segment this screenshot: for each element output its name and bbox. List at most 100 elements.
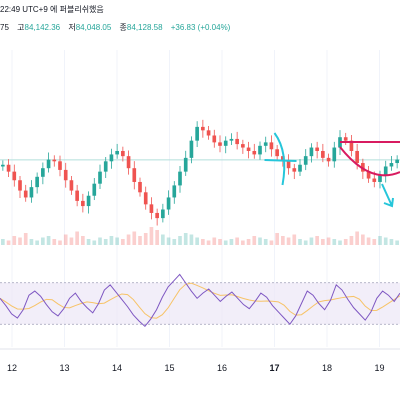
candle: [178, 165, 182, 193]
volume-bar: [115, 237, 119, 245]
volume-bar: [189, 234, 194, 245]
volume-bar: [298, 239, 302, 245]
volume-bar: [372, 239, 377, 245]
volume-bar: [355, 231, 359, 245]
publish-time-label: 22:49 UTC+9 에 퍼블리쉬했음: [0, 5, 104, 14]
candle: [252, 143, 257, 159]
candle: [298, 159, 302, 176]
volume-bar: [121, 239, 125, 245]
low-value: 84,048.05: [75, 23, 112, 32]
candle: [12, 164, 17, 187]
volume-bar: [286, 237, 291, 245]
volume-bar: [206, 240, 211, 245]
candle: [98, 164, 102, 190]
candle: [366, 165, 371, 183]
volume-bar: [383, 237, 388, 245]
volume-bar: [338, 240, 342, 245]
time-axis: 12 13 14 15 16 17 18 19: [7, 363, 385, 373]
drawing-teal-arrow[interactable]: [381, 183, 394, 208]
volume-bar: [1, 239, 5, 245]
candle: [332, 141, 337, 168]
candle: [195, 121, 199, 148]
candle: [383, 160, 388, 183]
candle: [189, 136, 194, 164]
candle: [29, 180, 34, 203]
candle: [69, 175, 74, 195]
drawing-red-curve[interactable]: [339, 146, 400, 177]
candle: [223, 136, 228, 154]
volume-bar: [229, 239, 234, 245]
volume-bar: [195, 237, 199, 245]
volume-bar: [23, 233, 28, 245]
candle: [315, 141, 319, 159]
candle: [309, 143, 314, 163]
volume-bar: [343, 239, 348, 245]
candle: [229, 133, 234, 145]
volume-bar: [143, 233, 148, 245]
volume-bar: [155, 230, 159, 245]
volume-bar: [275, 233, 279, 245]
volume-bar: [252, 236, 257, 245]
candle: [343, 132, 348, 145]
candle: [275, 144, 279, 161]
candle: [41, 162, 45, 185]
volume-bar: [178, 236, 182, 245]
candle: [6, 159, 11, 177]
close-label: 종: [119, 23, 127, 32]
candle: [321, 143, 325, 163]
candle: [1, 160, 5, 171]
x-tick-label: 14: [112, 363, 122, 373]
volume-bar: [6, 240, 11, 245]
volume-bar: [161, 234, 165, 245]
change-value: +36.83 (+0.04%): [170, 23, 231, 32]
rsi-moving-average: [0, 282, 400, 319]
volume-bar: [332, 239, 337, 245]
user-drawings[interactable]: [264, 132, 400, 208]
volume-bar: [12, 236, 17, 245]
x-tick-label: 18: [322, 363, 332, 373]
high-value: 84,142.36: [24, 23, 61, 32]
volume-bar: [309, 237, 314, 245]
x-tick-label: 17: [269, 363, 279, 373]
candle: [46, 152, 51, 173]
x-tick-label: 16: [217, 363, 227, 373]
candle: [389, 155, 394, 171]
volume-bar: [378, 236, 382, 245]
high-label: 고: [17, 23, 25, 32]
volume-bar: [269, 240, 274, 245]
candle: [161, 203, 165, 223]
candle: [18, 175, 22, 198]
candle: [183, 150, 188, 176]
candle: [58, 155, 62, 177]
volume-bar: [281, 236, 285, 245]
candle: [138, 177, 142, 197]
volume-bar: [241, 240, 245, 245]
candle: [172, 181, 177, 204]
candle: [218, 135, 222, 153]
candle: [75, 184, 79, 207]
volume-bar: [183, 233, 188, 245]
volume-bar: [212, 237, 217, 245]
x-tick-label: 15: [164, 363, 174, 373]
candle: [52, 155, 57, 167]
volume-bar: [98, 237, 102, 245]
candle: [241, 139, 245, 154]
volume-bar: [349, 236, 354, 245]
candle: [349, 134, 354, 157]
candle: [286, 154, 291, 175]
drawing-teal-curve[interactable]: [273, 132, 286, 186]
volume-bar: [138, 236, 142, 245]
candle: [292, 163, 297, 180]
candle: [395, 155, 399, 169]
volume-bar: [326, 237, 331, 245]
volume-bar: [235, 237, 239, 245]
candle: [149, 197, 154, 220]
rsi-line: [0, 273, 400, 328]
volume-bar: [395, 240, 399, 245]
candle: [269, 135, 274, 157]
volume-bar: [132, 231, 137, 245]
volume-bar: [201, 239, 205, 245]
candle: [81, 193, 85, 213]
drawing-teal-tick[interactable]: [264, 159, 297, 162]
